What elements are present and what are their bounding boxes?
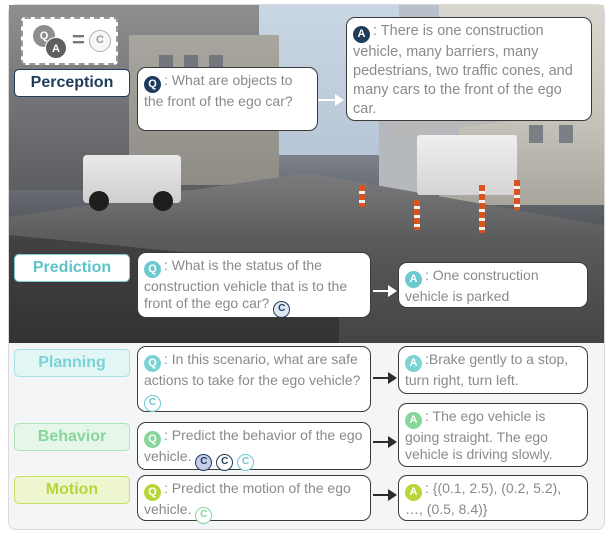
behavior-question-text: : Predict the behavior of the ego vehicl… xyxy=(144,427,363,464)
perception-arrow xyxy=(318,94,344,106)
context-ref-icon: C xyxy=(273,301,291,318)
context-ref-icon: C xyxy=(216,454,234,471)
a-badge-icon: A xyxy=(353,26,370,43)
behavior-arrow xyxy=(373,436,397,448)
perception-answer-text: : There is one construction vehicle, man… xyxy=(353,23,573,117)
traffic-cone xyxy=(359,185,365,207)
behavior-question-box: Q: Predict the behavior of the ego vehic… xyxy=(137,422,371,471)
q-badge-icon: Q xyxy=(144,76,161,93)
behavior-answer-box: A: The ego vehicle is going straight. Th… xyxy=(398,403,588,467)
prediction-answer-text: : One construction vehicle is parked xyxy=(405,267,539,304)
motion-arrow xyxy=(373,489,397,501)
behavior-answer-text: : The ego vehicle is going straight. The… xyxy=(405,408,553,462)
context-ref-icon: C xyxy=(195,454,213,471)
motion-label: Motion xyxy=(14,476,130,504)
pickup-truck xyxy=(83,155,181,211)
construction-vehicle xyxy=(417,135,517,195)
q-badge-icon: Q xyxy=(144,484,161,501)
legend: Q A = C xyxy=(21,17,118,65)
motion-question-text: : Predict the motion of the ego vehicle. xyxy=(144,480,351,517)
perception-question-box: Q: What are objects to the front of the … xyxy=(137,67,318,131)
planning-label: Planning xyxy=(14,349,130,377)
prediction-question-box: Q: What is the status of the constructio… xyxy=(137,252,371,318)
planning-arrow xyxy=(373,372,397,384)
context-ref-icon: C xyxy=(195,507,213,524)
motion-question-box: Q: Predict the motion of the ego vehicle… xyxy=(137,475,371,524)
q-badge-icon: Q xyxy=(144,431,161,448)
legend-a-icon: A xyxy=(45,37,67,59)
planning-answer-text: :Brake gently to a stop, turn right, tur… xyxy=(405,351,569,388)
barrier xyxy=(414,200,420,230)
legend-equals: = xyxy=(72,27,85,52)
prediction-answer-box: A: One construction vehicle is parked xyxy=(398,262,588,308)
planning-question-text: : In this scenario, what are safe action… xyxy=(144,351,361,388)
q-badge-icon: Q xyxy=(144,261,161,278)
q-badge-icon: Q xyxy=(144,355,161,372)
window xyxy=(529,125,543,143)
prediction-arrow xyxy=(373,285,397,297)
window xyxy=(559,125,573,143)
wheel xyxy=(153,191,173,211)
legend-c-icon: C xyxy=(89,30,111,52)
perception-answer-box: A: There is one construction vehicle, ma… xyxy=(346,17,592,121)
barrier xyxy=(514,180,520,210)
a-badge-icon: A xyxy=(405,412,422,429)
barrier xyxy=(479,185,485,233)
planning-answer-box: A:Brake gently to a stop, turn right, tu… xyxy=(398,346,588,394)
perception-question-text: : What are objects to the front of the e… xyxy=(144,72,293,109)
a-badge-icon: A xyxy=(405,484,422,501)
perception-label: Perception xyxy=(14,69,130,97)
planning-question-box: Q: In this scenario, what are safe actio… xyxy=(137,346,371,412)
prediction-label: Prediction xyxy=(14,254,130,282)
a-badge-icon: A xyxy=(405,271,422,288)
wheel xyxy=(89,191,109,211)
context-ref-icon: C xyxy=(237,454,255,471)
motion-answer-text: : {(0.1, 2.5), (0.2, 5.2), …, (0.5, 8.4)… xyxy=(405,480,562,517)
behavior-label: Behavior xyxy=(14,423,130,451)
prediction-question-text: : What is the status of the construction… xyxy=(144,257,348,311)
motion-answer-box: A: {(0.1, 2.5), (0.2, 5.2), …, (0.5, 8.4… xyxy=(398,475,588,521)
context-ref-icon: C xyxy=(144,395,161,412)
a-badge-icon: A xyxy=(405,355,422,372)
